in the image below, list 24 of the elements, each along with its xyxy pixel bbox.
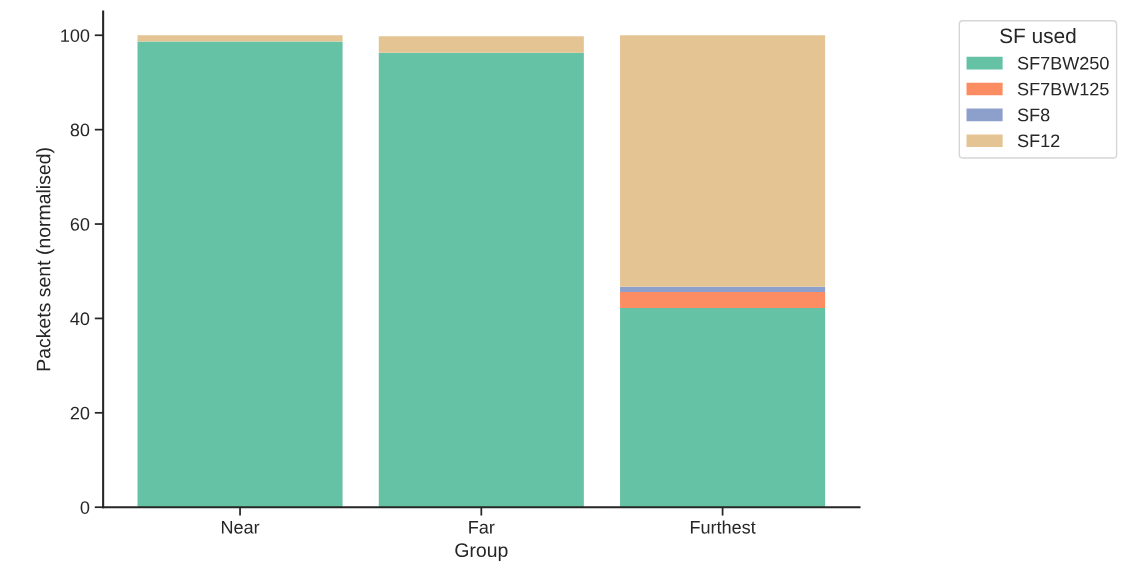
legend-label: SF12 <box>1017 134 1060 148</box>
bar <box>620 35 826 287</box>
y-tick-label: 0 <box>80 501 90 514</box>
legend-title: SF used <box>1000 27 1076 44</box>
y-tick-label: 100 <box>61 29 90 42</box>
bar <box>378 52 584 508</box>
bar <box>137 35 343 42</box>
legend-label: SF7BW125 <box>1017 82 1109 96</box>
bar <box>620 292 826 309</box>
legend-label: SF7BW250 <box>1017 56 1109 70</box>
x-tick-label: Furthest <box>690 520 756 534</box>
bar <box>620 308 826 508</box>
bar <box>620 286 826 292</box>
y-tick-label: 60 <box>70 217 90 231</box>
bar <box>137 41 343 508</box>
y-tick-label: 80 <box>70 123 90 137</box>
x-axis-title: Group <box>455 543 508 561</box>
y-tick-label: 40 <box>70 312 90 326</box>
x-tick-label: Near <box>221 521 260 534</box>
bar <box>378 36 584 53</box>
y-axis-title: Packets sent (normalised) <box>36 148 55 371</box>
y-tick-label: 20 <box>70 406 90 420</box>
x-tick-label: Far <box>469 521 495 534</box>
legend-label: SF8 <box>1017 108 1050 122</box>
